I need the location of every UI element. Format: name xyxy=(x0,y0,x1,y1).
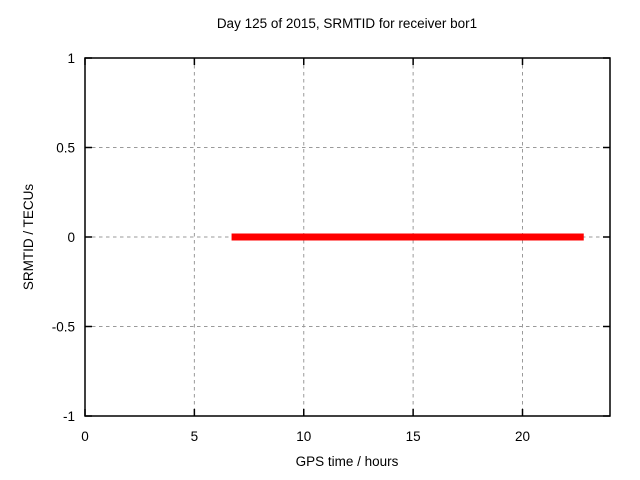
x-axis-label: GPS time / hours xyxy=(296,454,399,469)
y-axis-label: SRMTID / TECUs xyxy=(21,184,36,291)
y-tick-label: 0.5 xyxy=(56,141,75,156)
plot-area: 0 5 10 15 20 -1 -0.5 0 0.5 1 xyxy=(52,51,611,444)
x-tick-label: 15 xyxy=(406,429,421,444)
x-tick-label: 10 xyxy=(296,429,311,444)
y-tick-label: -0.5 xyxy=(52,320,75,335)
y-tick-label: 0 xyxy=(67,230,75,245)
x-tick-label: 0 xyxy=(81,429,89,444)
x-tick-label: 5 xyxy=(191,429,199,444)
y-tick-label: -1 xyxy=(63,409,75,424)
y-tick-label: 1 xyxy=(67,51,75,66)
chart-title: Day 125 of 2015, SRMTID for receiver bor… xyxy=(217,16,477,31)
x-tick-label: 20 xyxy=(515,429,530,444)
